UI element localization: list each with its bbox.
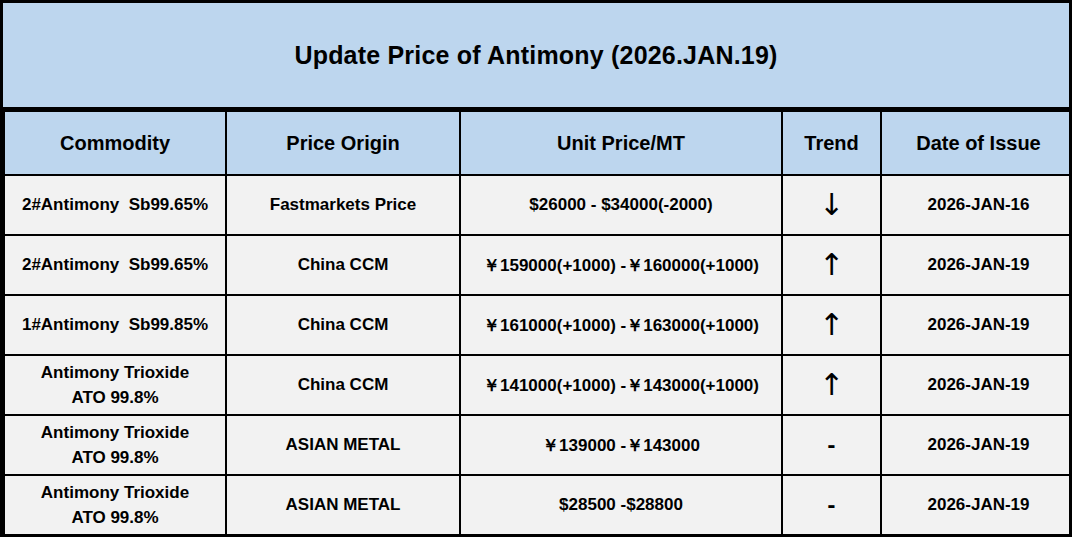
price-cell: $28500 -$28800 bbox=[460, 475, 782, 535]
table-row: Antimony Trioxide ATO 99.8%ASIAN METAL￥1… bbox=[4, 415, 1072, 475]
column-header-commodity: Commodity bbox=[4, 111, 226, 175]
trend-up-arrow: ↑ bbox=[782, 295, 881, 355]
price-cell: ￥141000(+1000) -￥143000(+1000) bbox=[460, 355, 782, 415]
page-title: Update Price of Antimony (2026.JAN.19) bbox=[3, 3, 1069, 110]
price-table: CommodityPrice OriginUnit Price/MTTrendD… bbox=[3, 110, 1072, 536]
date-cell: 2026-JAN-16 bbox=[881, 175, 1072, 235]
commodity-cell: 2#Antimony Sb99.65% bbox=[4, 175, 226, 235]
date-cell: 2026-JAN-19 bbox=[881, 235, 1072, 295]
table-row: 2#Antimony Sb99.65%Fastmarkets Price$260… bbox=[4, 175, 1072, 235]
origin-cell: China CCM bbox=[226, 235, 460, 295]
table-row: 2#Antimony Sb99.65%China CCM￥159000(+100… bbox=[4, 235, 1072, 295]
origin-cell: China CCM bbox=[226, 355, 460, 415]
commodity-cell: Antimony Trioxide ATO 99.8% bbox=[4, 355, 226, 415]
trend-down-arrow: ↓ bbox=[782, 175, 881, 235]
column-header-date: Date of Issue bbox=[881, 111, 1072, 175]
price-cell: $26000 - $34000(-2000) bbox=[460, 175, 782, 235]
trend-flat-mark: - bbox=[782, 475, 881, 535]
commodity-cell: Antimony Trioxide ATO 99.8% bbox=[4, 475, 226, 535]
column-header-price: Unit Price/MT bbox=[460, 111, 782, 175]
price-cell: ￥159000(+1000) -￥160000(+1000) bbox=[460, 235, 782, 295]
origin-cell: Fastmarkets Price bbox=[226, 175, 460, 235]
column-header-trend: Trend bbox=[782, 111, 881, 175]
date-cell: 2026-JAN-19 bbox=[881, 415, 1072, 475]
date-cell: 2026-JAN-19 bbox=[881, 295, 1072, 355]
origin-cell: China CCM bbox=[226, 295, 460, 355]
origin-cell: ASIAN METAL bbox=[226, 415, 460, 475]
commodity-cell: 2#Antimony Sb99.65% bbox=[4, 235, 226, 295]
antimony-price-sheet: Update Price of Antimony (2026.JAN.19) C… bbox=[0, 0, 1072, 537]
table-row: Antimony Trioxide ATO 99.8%China CCM￥141… bbox=[4, 355, 1072, 415]
table-row: Antimony Trioxide ATO 99.8%ASIAN METAL$2… bbox=[4, 475, 1072, 535]
date-cell: 2026-JAN-19 bbox=[881, 355, 1072, 415]
column-header-origin: Price Origin bbox=[226, 111, 460, 175]
table-row: 1#Antimony Sb99.85%China CCM￥161000(+100… bbox=[4, 295, 1072, 355]
header-row: CommodityPrice OriginUnit Price/MTTrendD… bbox=[4, 111, 1072, 175]
trend-up-arrow: ↑ bbox=[782, 355, 881, 415]
price-cell: ￥139000 -￥143000 bbox=[460, 415, 782, 475]
table-body: 2#Antimony Sb99.65%Fastmarkets Price$260… bbox=[4, 175, 1072, 535]
origin-cell: ASIAN METAL bbox=[226, 475, 460, 535]
trend-up-arrow: ↑ bbox=[782, 235, 881, 295]
commodity-cell: Antimony Trioxide ATO 99.8% bbox=[4, 415, 226, 475]
commodity-cell: 1#Antimony Sb99.85% bbox=[4, 295, 226, 355]
date-cell: 2026-JAN-19 bbox=[881, 475, 1072, 535]
trend-flat-mark: - bbox=[782, 415, 881, 475]
price-cell: ￥161000(+1000) -￥163000(+1000) bbox=[460, 295, 782, 355]
